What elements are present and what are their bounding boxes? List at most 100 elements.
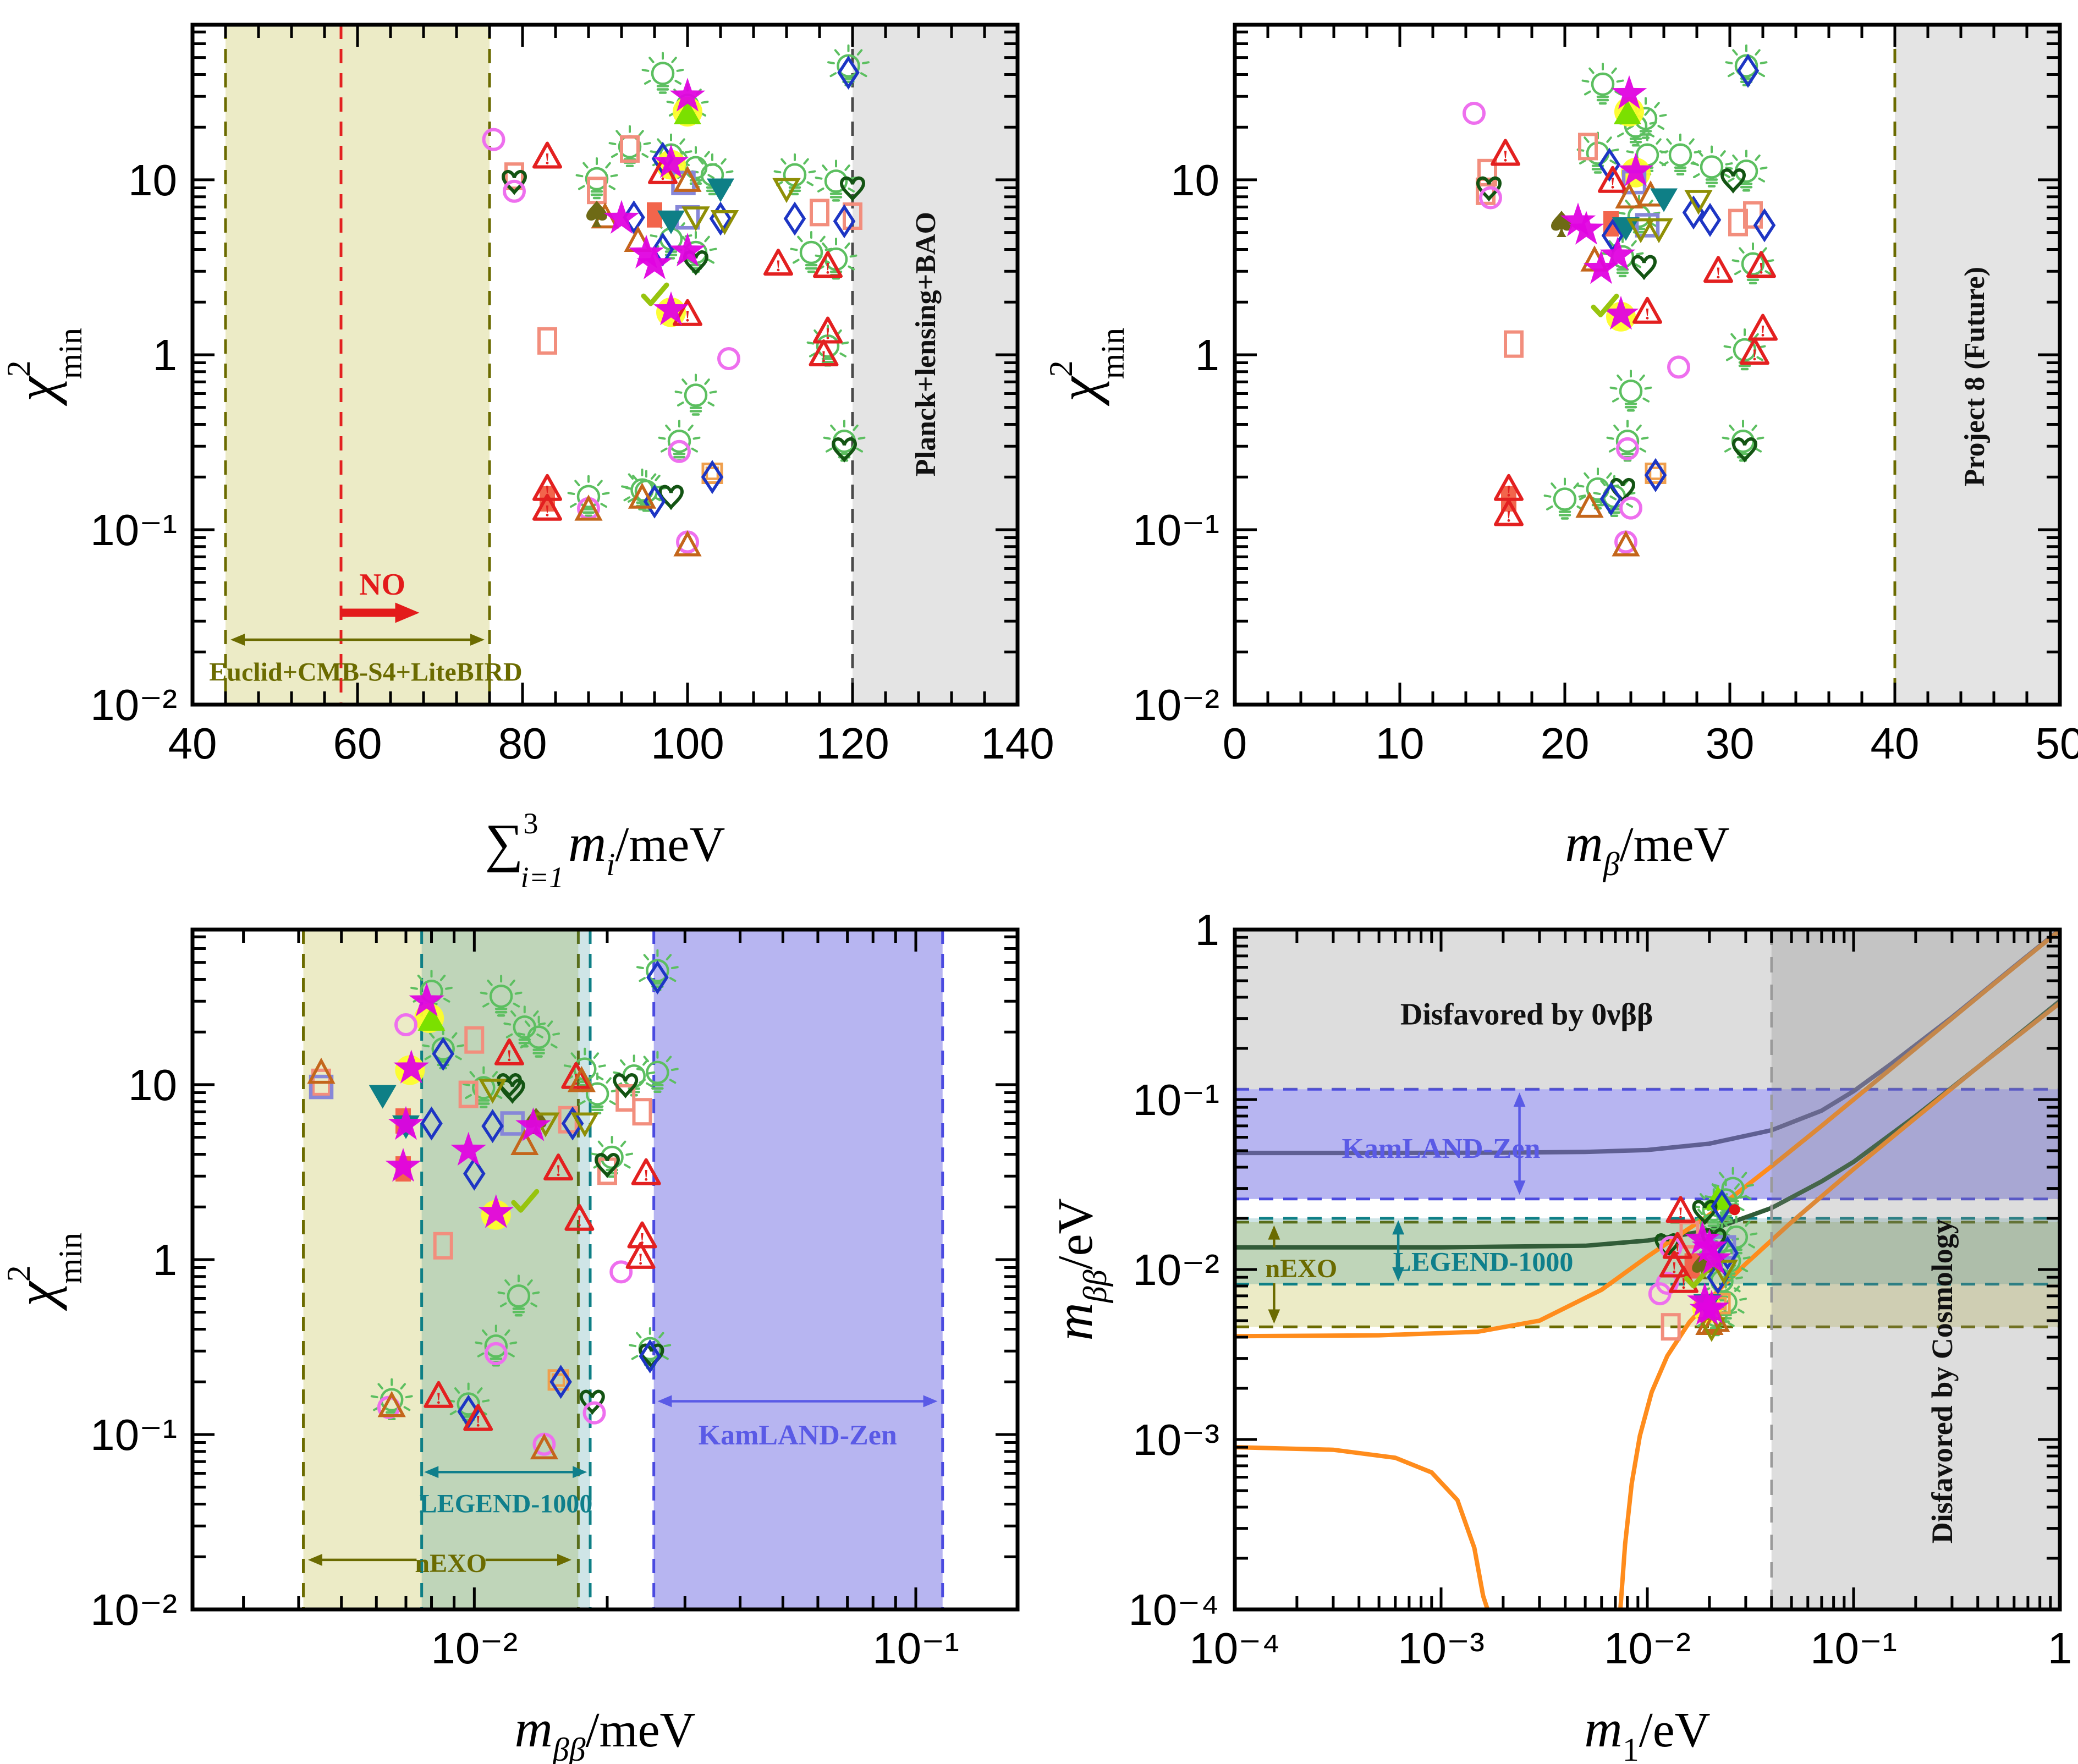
panel-mbeta-ylabel: χ2 min xyxy=(1043,328,1131,406)
marker-diaO xyxy=(1736,53,1760,88)
marker-bulb xyxy=(641,52,684,94)
svg-text:1: 1 xyxy=(1195,905,1220,954)
marker-warn: ! xyxy=(625,1241,656,1269)
marker-warn: ! xyxy=(1494,499,1524,526)
marker-triO xyxy=(673,166,702,192)
marker-diaO xyxy=(639,1339,662,1373)
marker-bulb xyxy=(773,153,816,196)
panel-sum-mi-band-1 xyxy=(851,25,1018,705)
marker-triDownO xyxy=(478,1079,507,1104)
marker-triO xyxy=(628,482,657,509)
svg-text:!: ! xyxy=(685,307,690,326)
marker-warn: ! xyxy=(813,316,843,344)
marker-circO xyxy=(609,1260,633,1284)
marker-heart xyxy=(1692,1200,1718,1226)
svg-text:140: 140 xyxy=(981,719,1054,768)
euclid-label: Euclid+CMB-S4+LiteBIRD xyxy=(209,657,522,686)
marker-triDownO xyxy=(710,210,739,235)
marker-star xyxy=(1583,250,1619,284)
marker-circO xyxy=(582,1401,606,1425)
marker-rectF xyxy=(647,202,662,228)
marker-warn: ! xyxy=(1659,1250,1689,1278)
marker-bulb xyxy=(1601,235,1644,278)
marker-diaO xyxy=(1753,208,1776,243)
marker-circO xyxy=(668,439,691,463)
panel-mbb-chi2-frame xyxy=(190,927,1020,1612)
marker-diaO xyxy=(420,1106,443,1141)
marker-heart xyxy=(839,176,866,202)
svg-text:10⁻¹: 10⁻¹ xyxy=(1810,1624,1897,1673)
marker-diaO xyxy=(549,1365,572,1399)
marker-bulb xyxy=(518,1015,560,1058)
panel-sum-mi-tick-labels: 40 60 80 100 120 140 10 1 10⁻¹ 10⁻² xyxy=(90,156,1054,768)
svg-text:!: ! xyxy=(545,150,550,168)
nexo-label: nEXO xyxy=(415,1549,487,1578)
panel-sum-mi-scatter: !!!!!!!!! xyxy=(482,44,870,557)
marker-star xyxy=(1691,1228,1728,1263)
panel-m1-mbb-band-1 xyxy=(1235,1217,2060,1286)
svg-text:!: ! xyxy=(825,325,831,343)
marker-triDownF xyxy=(369,1085,397,1109)
svg-text:10⁻¹: 10⁻¹ xyxy=(90,505,177,554)
marker-rectO xyxy=(1661,1313,1681,1341)
svg-text:10⁻¹: 10⁻¹ xyxy=(90,1410,177,1459)
marker-heart xyxy=(639,1343,664,1369)
svg-text:!: ! xyxy=(640,1230,645,1248)
marker-diaO xyxy=(432,1036,454,1071)
marker-warn: ! xyxy=(1598,166,1628,193)
svg-text:40: 40 xyxy=(168,719,217,768)
svg-text:10⁻²: 10⁻² xyxy=(1604,1624,1691,1673)
marker-circO xyxy=(1656,1272,1679,1295)
panel-mbeta-xlabel: mβ/meV xyxy=(1565,814,1729,882)
nexo-arrow-up xyxy=(1268,1225,1280,1248)
marker-bulb xyxy=(815,160,857,202)
marker-check xyxy=(1591,293,1619,317)
svg-text:!: ! xyxy=(1672,1259,1677,1277)
marker-warn: ! xyxy=(463,1404,493,1431)
marker-star xyxy=(1599,237,1636,271)
panel-sum-mi-band-0 xyxy=(224,25,491,705)
nexo-arrow-right xyxy=(485,1553,572,1566)
marker-triDownO xyxy=(570,1112,600,1137)
legend-arrow xyxy=(424,1466,587,1479)
svg-text:10: 10 xyxy=(1376,719,1425,768)
marker-star xyxy=(1560,202,1596,237)
marker-bulb xyxy=(636,1051,679,1093)
marker-circO xyxy=(1463,102,1486,125)
marker-triDownO xyxy=(1626,218,1655,244)
svg-text:1: 1 xyxy=(153,1235,178,1284)
panel-mbeta-tick-labels: 0 10 20 30 40 50 10 1 10⁻¹ 10⁻² xyxy=(1133,156,2078,768)
svg-text:60: 60 xyxy=(333,719,382,768)
panel-sum-mi-ylabel: χ2 min xyxy=(1,328,89,406)
panel-mbeta-scatter: !!!!!!!!! xyxy=(1463,44,1778,557)
panel-m1-mbb-overlay-1 xyxy=(1771,930,2060,1609)
marker-check xyxy=(1684,1265,1712,1289)
marker-star xyxy=(636,245,673,279)
marker-triDownO xyxy=(772,178,801,204)
svg-text:!: ! xyxy=(1716,264,1721,282)
svg-text:!: ! xyxy=(1678,1204,1684,1222)
svg-text:10⁻²: 10⁻² xyxy=(90,1585,177,1634)
nexo-arrow-down xyxy=(1268,1283,1280,1324)
marker-warn: ! xyxy=(673,299,702,326)
marker-triF xyxy=(417,1006,446,1031)
marker-circO xyxy=(1479,186,1502,210)
marker-star xyxy=(669,78,706,112)
marker-star xyxy=(478,1194,514,1228)
marker-rectO xyxy=(1477,158,1497,186)
svg-text:!: ! xyxy=(1758,259,1764,277)
disfavored-cosmo-label: Disfavored by Cosmology xyxy=(1926,1219,1959,1543)
marker-warn: ! xyxy=(1740,338,1769,365)
marker-triO xyxy=(567,1065,596,1092)
marker-diaO xyxy=(1711,1189,1733,1224)
marker-star xyxy=(603,200,640,234)
svg-text:10⁻²: 10⁻² xyxy=(1133,1245,1219,1294)
marker-diaO xyxy=(481,1109,504,1144)
marker-star xyxy=(515,1107,551,1141)
svg-text:10⁻²: 10⁻² xyxy=(1133,680,1219,729)
svg-text:50: 50 xyxy=(2036,719,2078,768)
kamland-arrow xyxy=(657,1395,938,1408)
marker-diaO xyxy=(783,201,806,236)
panel-m1-mbb-ylabel: mββ/eV xyxy=(1045,1198,1113,1340)
